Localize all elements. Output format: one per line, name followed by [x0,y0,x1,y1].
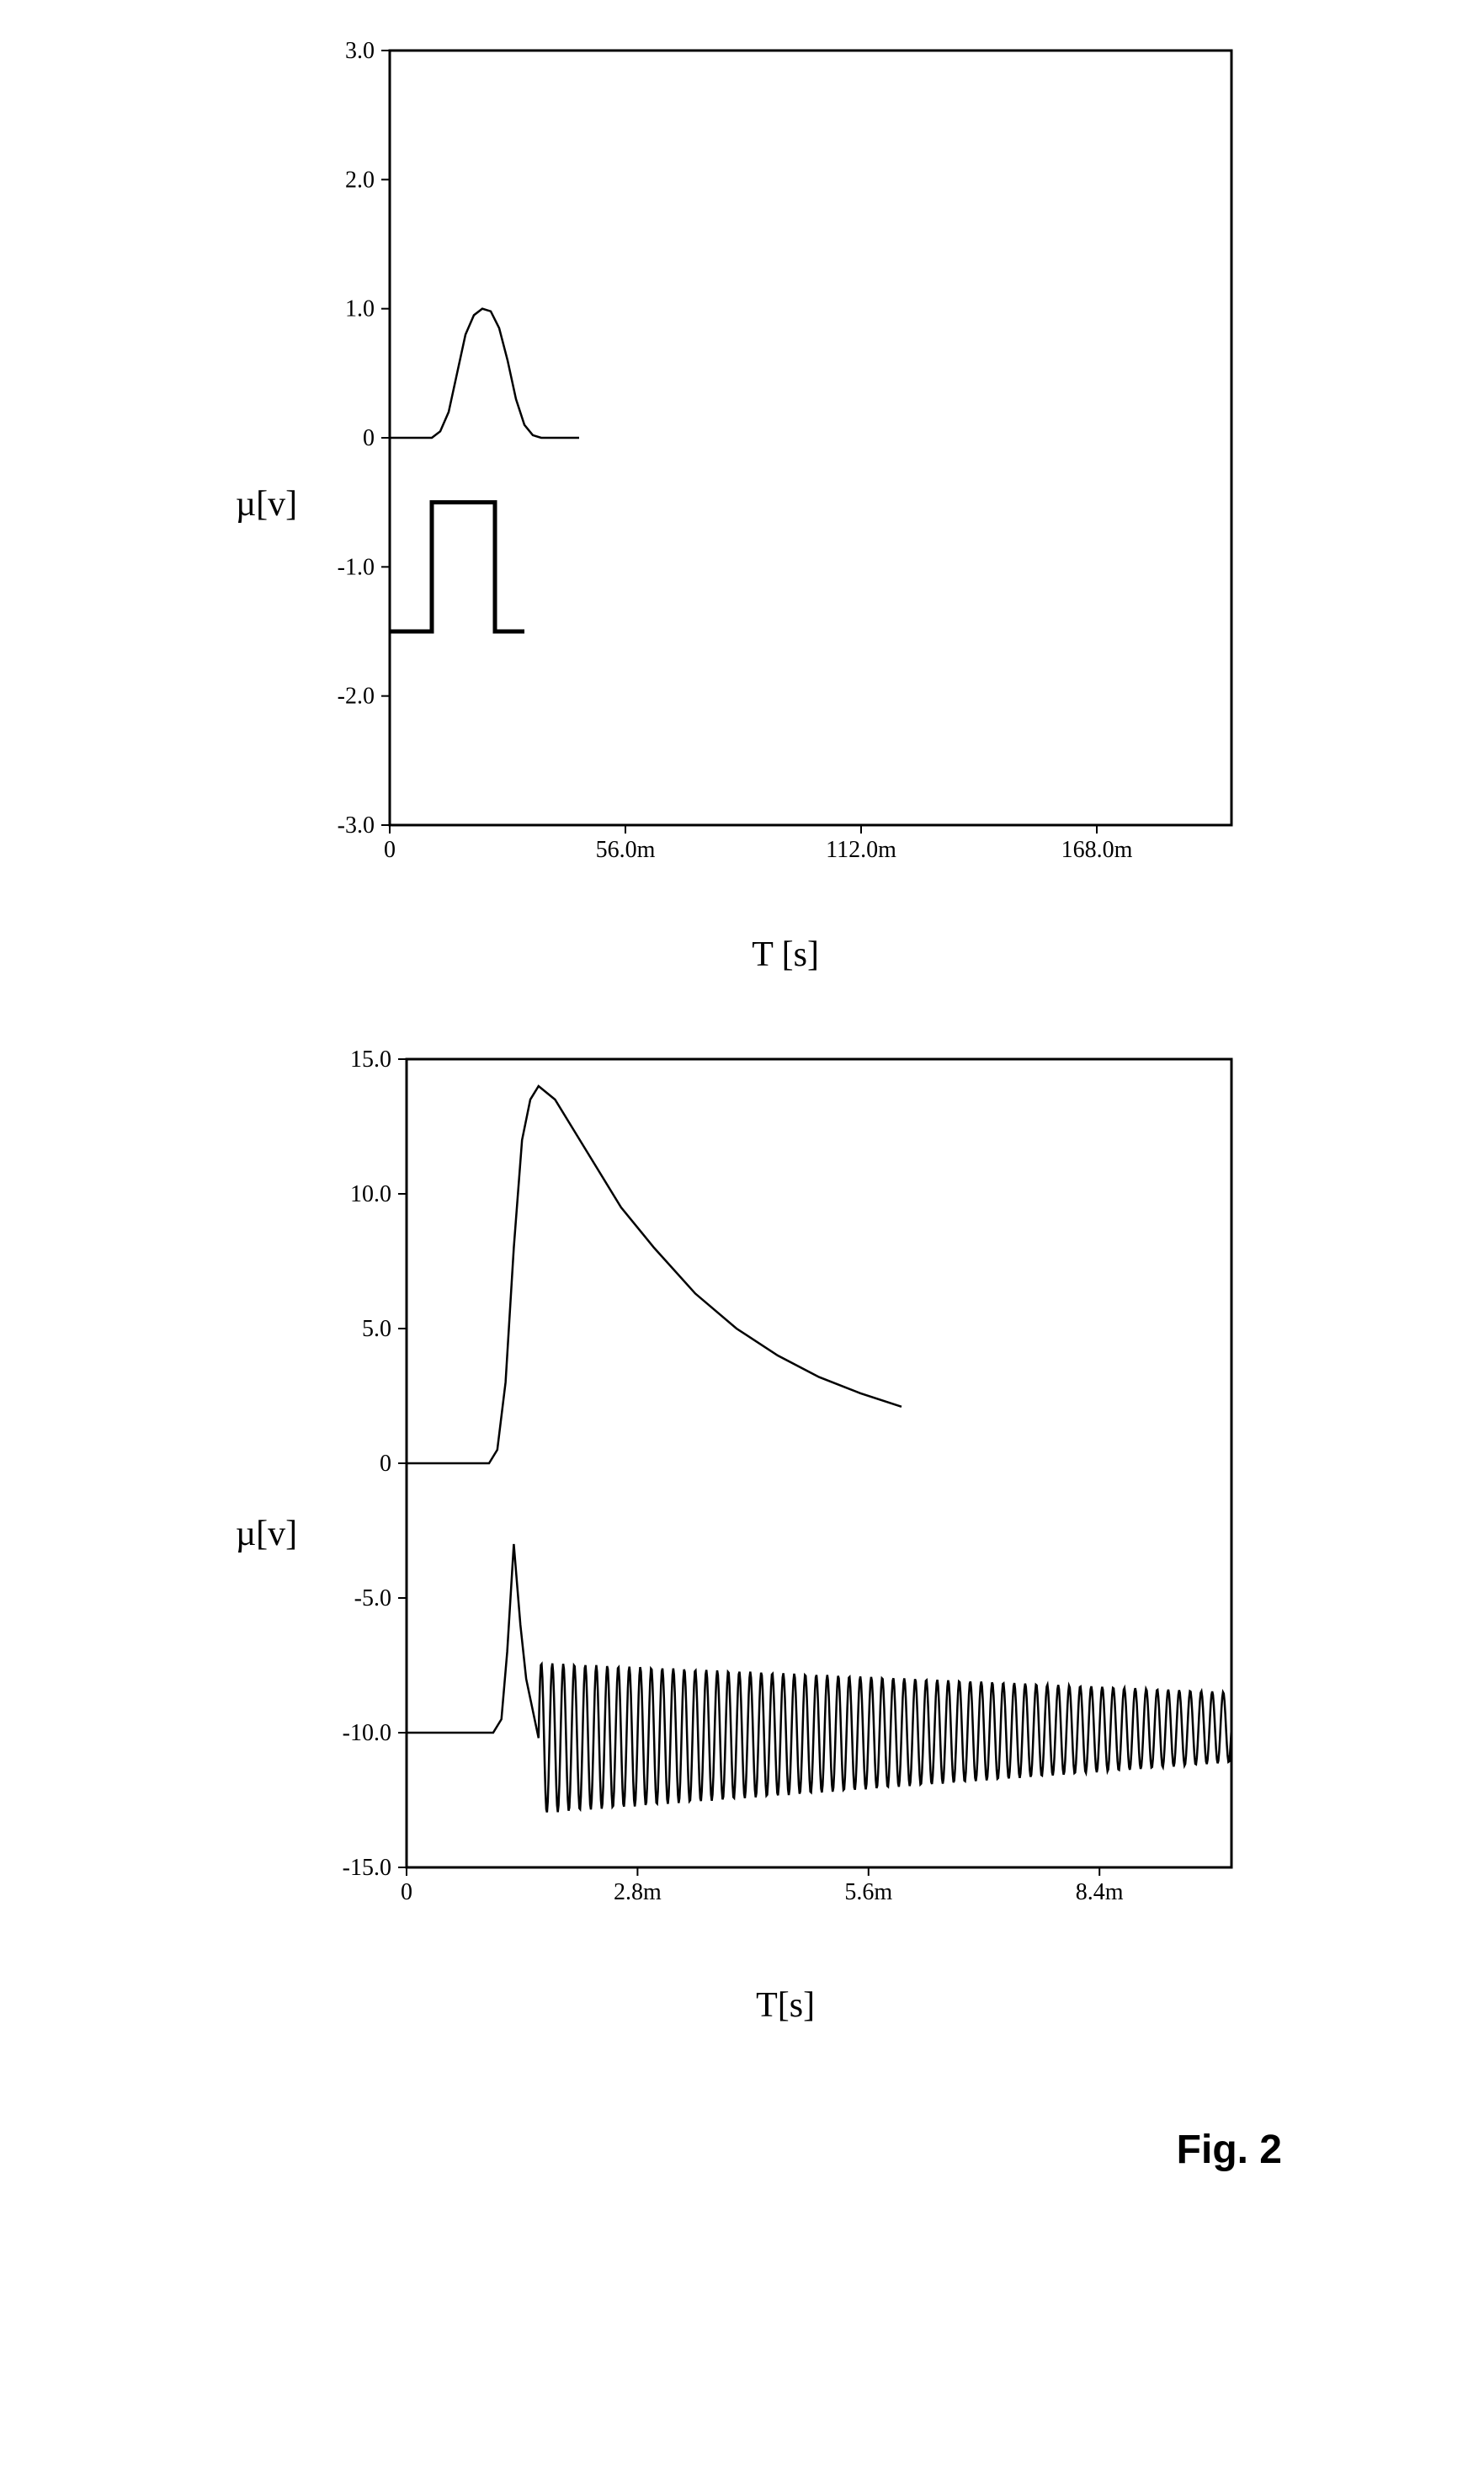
svg-text:-1.0: -1.0 [338,554,375,580]
chart1-row: µ[v] -3.0 -2.0 -1.0 0 1.0 2.0 3.0 0 56.0m 112.0m 1… [236,34,1248,975]
svg-text:10.0: 10.0 [350,1181,391,1207]
chart2-row: µ[v] -15.0 -10.0 -5.0 0 5.0 10.0 15.0 0 2.8m 5.6m… [236,1042,1248,2026]
svg-text:2.0: 2.0 [345,167,375,193]
chart2-xlabel: T[s] [756,1985,815,2026]
chart1-ylabel: µ[v] [236,484,297,525]
svg-text:0: 0 [401,1879,412,1905]
svg-text:0: 0 [384,837,396,863]
svg-text:8.4m: 8.4m [1076,1879,1124,1905]
svg-text:168.0m: 168.0m [1061,837,1133,863]
chart2-wrap: -15.0-10.0-5.005.010.015.002.8m5.6m8.4m … [322,1042,1248,2026]
chart2-plot: -15.0 -10.0 -5.0 0 5.0 10.0 15.0 0 2.8m 5.6m 8.4m [322,1042,1248,1968]
svg-text:1.0: 1.0 [345,296,375,322]
chart1-wrap: -3.0 -2.0 -1.0 0 1.0 2.0 3.0 0 56.0m 112.0m 168.0m… [322,34,1248,975]
svg-text:5.0: 5.0 [362,1316,391,1342]
svg-text:15.0: 15.0 [350,1047,391,1073]
chart1-xlabel: T [s] [752,935,819,975]
svg-text:5.6m: 5.6m [844,1879,892,1905]
svg-text:56.0m: 56.0m [596,837,656,863]
svg-text:-2.0: -2.0 [338,684,375,710]
svg-text:2.8m: 2.8m [614,1879,662,1905]
svg-text:112.0m: 112.0m [826,837,896,863]
svg-text:-5.0: -5.0 [354,1585,391,1611]
chart1-plot: -3.0 -2.0 -1.0 0 1.0 2.0 3.0 0 56.0m 112.0m 168.0m [322,34,1248,918]
svg-text:-10.0: -10.0 [343,1720,391,1746]
svg-text:0: 0 [363,425,375,451]
svg-text:-3.0: -3.0 [338,812,375,839]
svg-text:3.0: 3.0 [345,38,375,64]
svg-text:-15.0: -15.0 [343,1855,391,1881]
figure-container: µ[v] -3.0 -2.0 -1.0 0 1.0 2.0 3.0 0 56.0m 112.0m 1… [34,34,1450,2173]
chart2-ylabel: µ[v] [236,1514,297,1554]
svg-text:0: 0 [380,1451,391,1477]
figure-caption: Fig. 2 [1177,2127,1282,2173]
